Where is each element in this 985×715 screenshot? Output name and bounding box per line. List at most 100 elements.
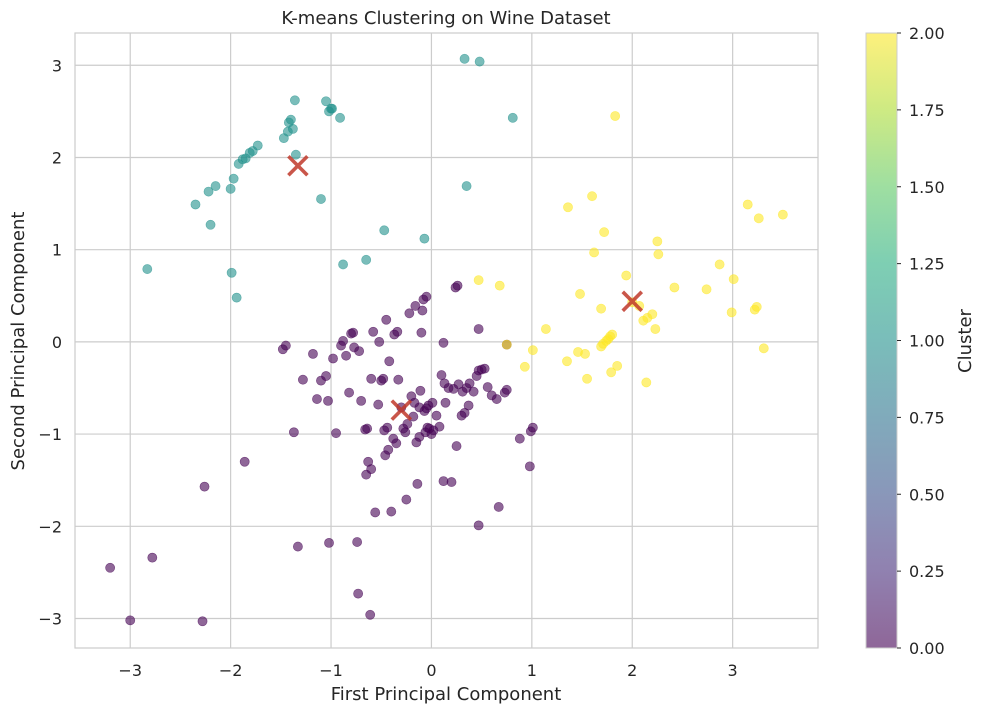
cluster-0-point (436, 370, 447, 380)
cluster-2-point (610, 111, 621, 121)
y-tick-label: −1 (38, 425, 62, 444)
x-axis-label: First Principal Component (331, 684, 562, 705)
cluster-2-point (599, 227, 610, 238)
cluster-0-point (427, 397, 438, 408)
cluster-0-point (321, 371, 331, 381)
cluster-2-point (701, 284, 712, 295)
y-tick-label: −2 (38, 517, 62, 536)
cluster-2-point (606, 367, 617, 378)
cluster-2-point (621, 270, 632, 281)
cluster-0-point (473, 520, 484, 531)
y-tick-label: −3 (38, 609, 62, 628)
cluster-0-point (382, 422, 393, 433)
x-tick-label: 3 (728, 661, 738, 680)
cluster-1-point (252, 140, 263, 151)
cluster-0-point (463, 400, 474, 411)
cluster-0-point (308, 348, 318, 359)
cluster-0-point (331, 428, 341, 439)
cluster-0-point (440, 397, 451, 408)
cluster-2-point (501, 339, 512, 350)
cluster-1-point (335, 112, 345, 123)
colorbar-tick-label: 0.75 (909, 408, 945, 427)
cluster-0-point (298, 374, 308, 385)
cluster-0-point (491, 394, 502, 404)
cluster-2-point (582, 373, 592, 384)
cluster-0-point (438, 337, 449, 348)
cluster-2-point (647, 309, 658, 320)
colorbar-label: Cluster (955, 308, 976, 372)
cluster-0-point (524, 461, 535, 472)
cluster-2-point (753, 213, 764, 224)
cluster-0-point (514, 433, 525, 444)
cluster-2-point (777, 209, 788, 220)
cluster-0-point (391, 438, 402, 449)
colorbar-tick-labels: 0.00 0.25 0.50 0.75 1.00 1.25 1.50 1.75 2.00 (897, 24, 945, 658)
cluster-2-point (650, 324, 661, 334)
cluster-0-point (348, 327, 359, 338)
cluster-0-point (410, 301, 421, 311)
centroid-markers (287, 155, 644, 421)
cluster-0-point (393, 374, 404, 385)
y-tick-labels: −3 −2 −1 0 1 2 3 (38, 56, 62, 628)
centroid-marker (621, 290, 644, 313)
cluster-1-point (507, 112, 518, 123)
cluster-1-point (474, 56, 485, 67)
cluster-1-point (338, 259, 348, 270)
y-axis-label: Second Principal Component (8, 212, 29, 471)
plot-area (74, 32, 819, 649)
colorbar-tick-label: 0.50 (909, 485, 945, 504)
cluster-0-point (324, 537, 334, 548)
colorbar-tick-label: 1.25 (909, 255, 945, 274)
cluster-1-point (226, 267, 237, 278)
cluster-0-point (197, 616, 208, 627)
cluster-0-point (404, 308, 415, 319)
cluster-0-point (105, 562, 116, 573)
x-tick-label: −1 (319, 661, 343, 680)
cluster-0-point (352, 537, 363, 547)
cluster-2-point (562, 356, 572, 367)
scatter-points (105, 53, 788, 627)
cluster-0-point (344, 387, 355, 398)
centroid-marker (287, 155, 309, 177)
colorbar-tick-label: 0.25 (909, 562, 945, 581)
cluster-2-point (728, 274, 739, 285)
cluster-0-point (493, 502, 504, 512)
cluster-2-point (652, 236, 663, 247)
x-tick-label: 0 (426, 661, 436, 680)
cluster-0-point (464, 378, 475, 389)
cluster-1-point (327, 103, 337, 114)
y-tick-label: 0 (52, 333, 62, 352)
cluster-1-point (190, 199, 201, 210)
plot-frame (74, 32, 819, 649)
cluster-0-point (354, 346, 365, 357)
cluster-2-point (641, 377, 652, 388)
cluster-0-point (416, 327, 427, 338)
cluster-0-point (421, 291, 432, 302)
colorbar-tick-label: 1.75 (909, 101, 945, 120)
cluster-0-point (417, 305, 428, 316)
cluster-0-point (362, 423, 373, 434)
cluster-2-point (563, 202, 573, 213)
cluster-1-point (287, 123, 298, 134)
cluster-0-point (288, 427, 299, 438)
cluster-0-point (374, 336, 385, 347)
cluster-2-point (519, 361, 530, 372)
cluster-0-point (356, 395, 367, 406)
cluster-0-point (353, 588, 364, 599)
cluster-0-point (312, 394, 322, 404)
cluster-2-point (580, 348, 590, 359)
cluster-0-point (434, 421, 445, 432)
cluster-0-point (401, 494, 412, 505)
cluster-0-point (366, 373, 377, 384)
cluster-0-point (452, 280, 463, 291)
cluster-1-point (290, 149, 301, 160)
cluster-2-point (714, 259, 725, 270)
chart-title: K-means Clustering on Wine Dataset (281, 8, 610, 29)
cluster-0-point (365, 609, 376, 620)
cluster-0-point (378, 373, 389, 384)
cluster-0-point (338, 336, 348, 346)
cluster-2-point (751, 301, 762, 312)
cluster-0-point (239, 456, 250, 467)
cluster-1-point (205, 219, 216, 230)
cluster-0-point (147, 552, 158, 563)
